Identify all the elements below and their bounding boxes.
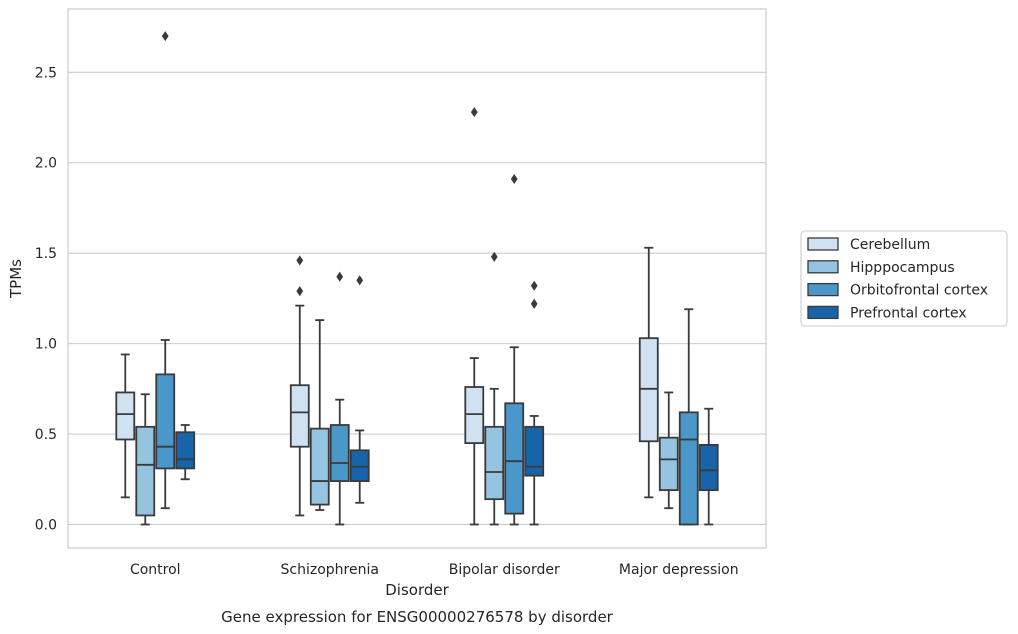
box-groups — [115, 31, 719, 526]
box-orbitofrontal-cortex — [504, 173, 525, 526]
box-iqr — [484, 425, 505, 501]
outlier-point — [510, 173, 518, 185]
legend-label: Orbitofrontal cortex — [850, 283, 988, 299]
outlier-point — [530, 280, 538, 291]
box-iqr — [135, 425, 156, 517]
box-hipppocampus — [658, 391, 679, 510]
legend-swatch — [807, 282, 839, 297]
y-tick-label: 0.0 — [35, 517, 57, 533]
outlier-point — [490, 251, 498, 262]
box-prefrontal-cortex — [524, 280, 545, 526]
box-hipppocampus — [309, 319, 330, 511]
y-tick-label: 1.5 — [35, 246, 57, 262]
outlier-point — [470, 107, 478, 118]
outlier-point — [296, 286, 304, 297]
box-iqr — [638, 337, 659, 443]
y-tick-label: 1.0 — [35, 337, 57, 353]
box-orbitofrontal-cortex — [155, 31, 176, 510]
x-tick-label: Schizophrenia — [281, 562, 379, 578]
outlier-point — [530, 298, 538, 309]
x-axis-label: Disorder — [385, 581, 449, 599]
box-iqr — [329, 424, 350, 482]
box-iqr — [678, 411, 699, 526]
outlier-point — [296, 255, 304, 266]
box-iqr — [698, 444, 719, 492]
box-iqr — [524, 425, 545, 477]
box-iqr — [309, 427, 330, 506]
legend-label: Hipppocampus — [850, 260, 955, 276]
box-orbitofrontal-cortex — [329, 271, 350, 526]
box-iqr — [115, 391, 136, 441]
y-axis-label: TPMs — [7, 259, 25, 299]
box-iqr — [289, 384, 310, 448]
box-iqr — [349, 449, 370, 482]
legend: Cerebellum Hipppocampus Orbitofrontal cort… — [800, 230, 1008, 327]
plot-area-frame — [67, 8, 767, 549]
box-orbitofrontal-cortex — [678, 308, 699, 526]
box-cerebellum — [115, 353, 136, 499]
box-iqr — [175, 431, 196, 470]
box-hipppocampus — [484, 251, 505, 526]
box-prefrontal-cortex — [698, 407, 719, 526]
legend-swatch — [807, 260, 839, 274]
box-cerebellum — [638, 246, 659, 499]
legend-swatch — [807, 305, 839, 320]
x-tick-label: Major depression — [619, 562, 739, 578]
box-iqr — [504, 402, 525, 515]
outlier-point — [336, 271, 344, 282]
box-iqr — [155, 373, 176, 470]
y-tick-label: 0.5 — [35, 427, 57, 443]
box-hipppocampus — [135, 393, 156, 526]
box-prefrontal-cortex — [175, 424, 196, 481]
box-cerebellum — [464, 107, 485, 526]
legend-label: Prefrontal cortex — [850, 305, 967, 321]
box-iqr — [464, 386, 485, 444]
chart-caption: Gene expression for ENSG00000276578 by d… — [221, 608, 614, 626]
box-cerebellum — [289, 255, 310, 517]
x-axis-ticks: Control Schizophrenia Bipolar disorder Majo… — [130, 562, 739, 578]
legend-frame — [800, 230, 1008, 327]
legend-label: Cerebellum — [850, 237, 930, 253]
outlier-point — [161, 31, 169, 42]
legend-swatch — [807, 237, 839, 251]
y-tick-label: 2.5 — [35, 65, 57, 81]
y-tick-label: 2.0 — [35, 156, 57, 172]
outlier-point — [356, 275, 364, 286]
x-tick-label: Control — [130, 562, 181, 578]
y-axis-ticks: 0.0 0.5 1.0 1.5 2.0 2.5 — [35, 65, 57, 533]
box-iqr — [658, 436, 679, 492]
x-tick-label: Bipolar disorder — [449, 562, 560, 578]
box-prefrontal-cortex — [349, 275, 370, 504]
